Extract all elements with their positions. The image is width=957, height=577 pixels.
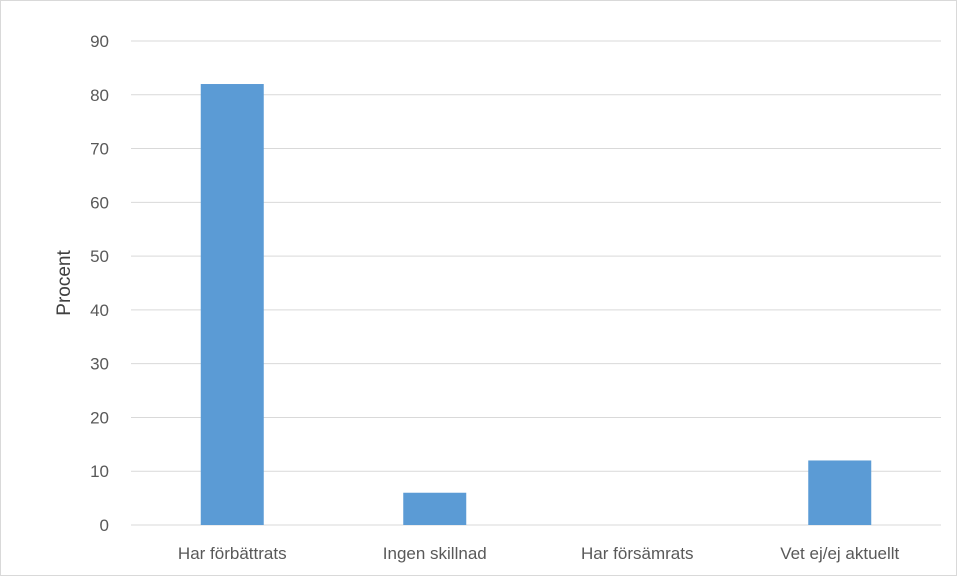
- bars: [200, 84, 872, 526]
- y-axis-title: Procent: [54, 250, 75, 316]
- x-tick-label: Har förbättrats: [178, 544, 287, 563]
- x-axis-ticks: Har förbättrats Ingen skillnad Har försämr…: [178, 544, 900, 563]
- y-tick-label: 0: [100, 516, 109, 535]
- bar: [403, 492, 467, 525]
- y-tick-label: 10: [90, 462, 109, 481]
- y-tick-label: 20: [90, 408, 109, 427]
- x-tick-label: Har försämrats: [581, 544, 693, 563]
- y-tick-label: 60: [90, 193, 109, 212]
- y-tick-label: 80: [90, 86, 109, 105]
- x-tick-label: Ingen skillnad: [383, 544, 487, 563]
- x-tick-label: Vet ej/ej aktuellt: [780, 544, 899, 563]
- gridlines: [131, 40, 941, 526]
- y-tick-label: 90: [90, 32, 109, 51]
- y-tick-label: 40: [90, 301, 109, 320]
- y-axis-ticks: 0 10 20 30 40 50 60 70 80 90: [90, 32, 109, 535]
- y-tick-label: 70: [90, 140, 109, 159]
- bar: [200, 84, 264, 526]
- y-tick-label: 30: [90, 355, 109, 374]
- y-tick-label: 50: [90, 247, 109, 266]
- bar: [808, 460, 872, 525]
